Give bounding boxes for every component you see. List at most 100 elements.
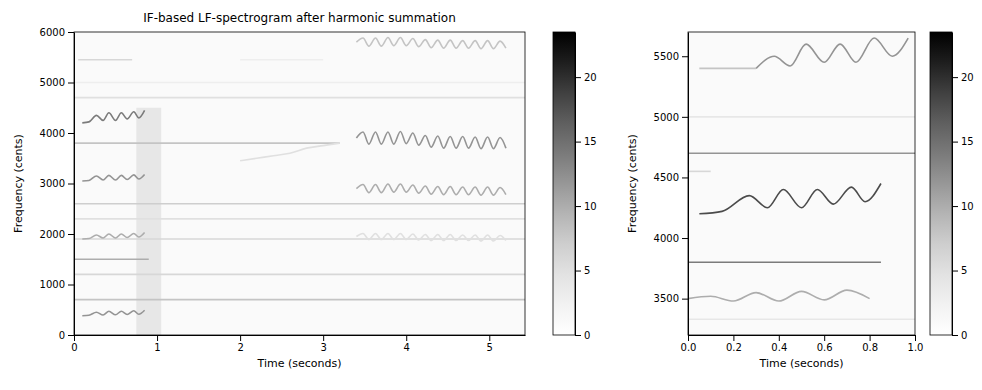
axis-line <box>688 33 689 336</box>
tick-mark <box>575 77 581 78</box>
tick-mark <box>323 335 324 341</box>
tick: 4500 <box>654 172 688 183</box>
tick-mark <box>68 285 74 286</box>
tick-mark <box>952 271 958 272</box>
tick: 3 <box>320 335 326 353</box>
tick-label: 3 <box>320 342 326 353</box>
tick: 0.8 <box>862 335 878 353</box>
tick: 15 <box>952 136 974 147</box>
tick: 6000 <box>40 27 74 38</box>
tick-label: 0 <box>584 330 590 341</box>
tick-label: 0.6 <box>817 342 833 353</box>
tick: 4000 <box>40 128 74 139</box>
tick-label: 15 <box>961 136 974 147</box>
tick: 5 <box>575 265 590 276</box>
tick-mark <box>575 271 581 272</box>
tick-label: 5500 <box>654 51 679 62</box>
tick-label: 4000 <box>40 128 65 139</box>
contour <box>756 38 908 68</box>
tick: 1.0 <box>908 335 924 353</box>
tick: 0 <box>575 330 590 341</box>
colorbar <box>553 32 575 335</box>
contour <box>78 59 132 61</box>
contour <box>240 59 323 61</box>
tick-label: 0 <box>961 330 967 341</box>
contour <box>688 152 915 154</box>
x-axis: 0.0 0.2 0.4 0.6 0.8 1.0 <box>681 335 924 353</box>
tick-mark <box>952 142 958 143</box>
contour <box>688 171 711 173</box>
tick-mark <box>74 335 75 341</box>
tick-label: 4000 <box>654 233 679 244</box>
contour <box>74 274 525 276</box>
tick-label: 2000 <box>40 229 65 240</box>
title: IF-based LF-spectrogram after harmonic s… <box>143 11 456 25</box>
tick-label: 3000 <box>40 178 65 189</box>
tick-label: 5 <box>487 342 493 353</box>
plot-area <box>74 32 525 335</box>
tick-label: 5000 <box>40 77 65 88</box>
chart: 0 1 2 3 4 5 0 1000 2000 3000 4000 5000 6000 IF-based … <box>12 11 597 370</box>
tick-label: 4500 <box>654 172 679 183</box>
tick-label: 1000 <box>40 279 65 290</box>
tick-label: 5 <box>584 265 590 276</box>
tick: 1000 <box>40 279 74 290</box>
y-axis-title: Frequency (cents) <box>626 134 639 233</box>
contour <box>82 310 144 316</box>
tick: 0.0 <box>681 335 697 353</box>
contour <box>74 142 340 144</box>
tick-mark <box>68 83 74 84</box>
tick: 5 <box>952 265 967 276</box>
tick: 2000 <box>40 229 74 240</box>
contour <box>74 299 525 301</box>
contour <box>688 116 915 118</box>
tick: 4000 <box>654 233 688 244</box>
tick-label: 3500 <box>654 293 679 304</box>
contour <box>356 233 506 241</box>
contour <box>82 110 144 123</box>
tick-mark <box>68 335 74 336</box>
tick-mark <box>952 206 958 207</box>
tick-label: 20 <box>961 72 974 83</box>
tick: 15 <box>575 136 597 147</box>
tick-mark <box>952 335 958 336</box>
heat-region <box>136 108 161 335</box>
contour <box>688 318 915 320</box>
plot-frame <box>74 32 525 335</box>
tick-label: 10 <box>584 201 597 212</box>
tick: 0 <box>59 330 74 341</box>
tick-mark <box>68 234 74 235</box>
tick-mark <box>406 335 407 341</box>
plot-area <box>688 32 915 335</box>
colorbar-axis: 05101520 <box>575 33 597 341</box>
contour <box>74 258 149 260</box>
contour <box>240 143 340 161</box>
y-axis: 3500 4000 4500 5000 5500 <box>654 33 689 336</box>
tick: 0.2 <box>726 335 742 353</box>
tick-label: 6000 <box>40 27 65 38</box>
contour <box>688 290 870 301</box>
tick-mark <box>952 77 958 78</box>
colorbar <box>930 32 952 335</box>
tick-mark <box>682 238 688 239</box>
tick-mark <box>682 177 688 178</box>
tick-mark <box>688 335 689 341</box>
tick-mark <box>824 335 825 341</box>
tick-mark <box>157 335 158 341</box>
contour <box>82 174 144 181</box>
x-axis-title: Time (seconds) <box>759 357 844 370</box>
tick: 4 <box>404 335 410 353</box>
contour <box>356 184 506 195</box>
tick-label: 2 <box>237 342 243 353</box>
tick: 3500 <box>654 293 688 304</box>
tick-label: 1 <box>154 342 160 353</box>
axis-line <box>75 335 526 336</box>
plot-frame <box>688 32 915 335</box>
tick-label: 1.0 <box>908 342 924 353</box>
tick: 5 <box>487 335 493 353</box>
tick: 5000 <box>654 112 688 123</box>
tick-label: 0.8 <box>862 342 878 353</box>
tick: 5000 <box>40 77 74 88</box>
tick-label: 0.2 <box>726 342 742 353</box>
tick: 0.4 <box>771 335 787 353</box>
